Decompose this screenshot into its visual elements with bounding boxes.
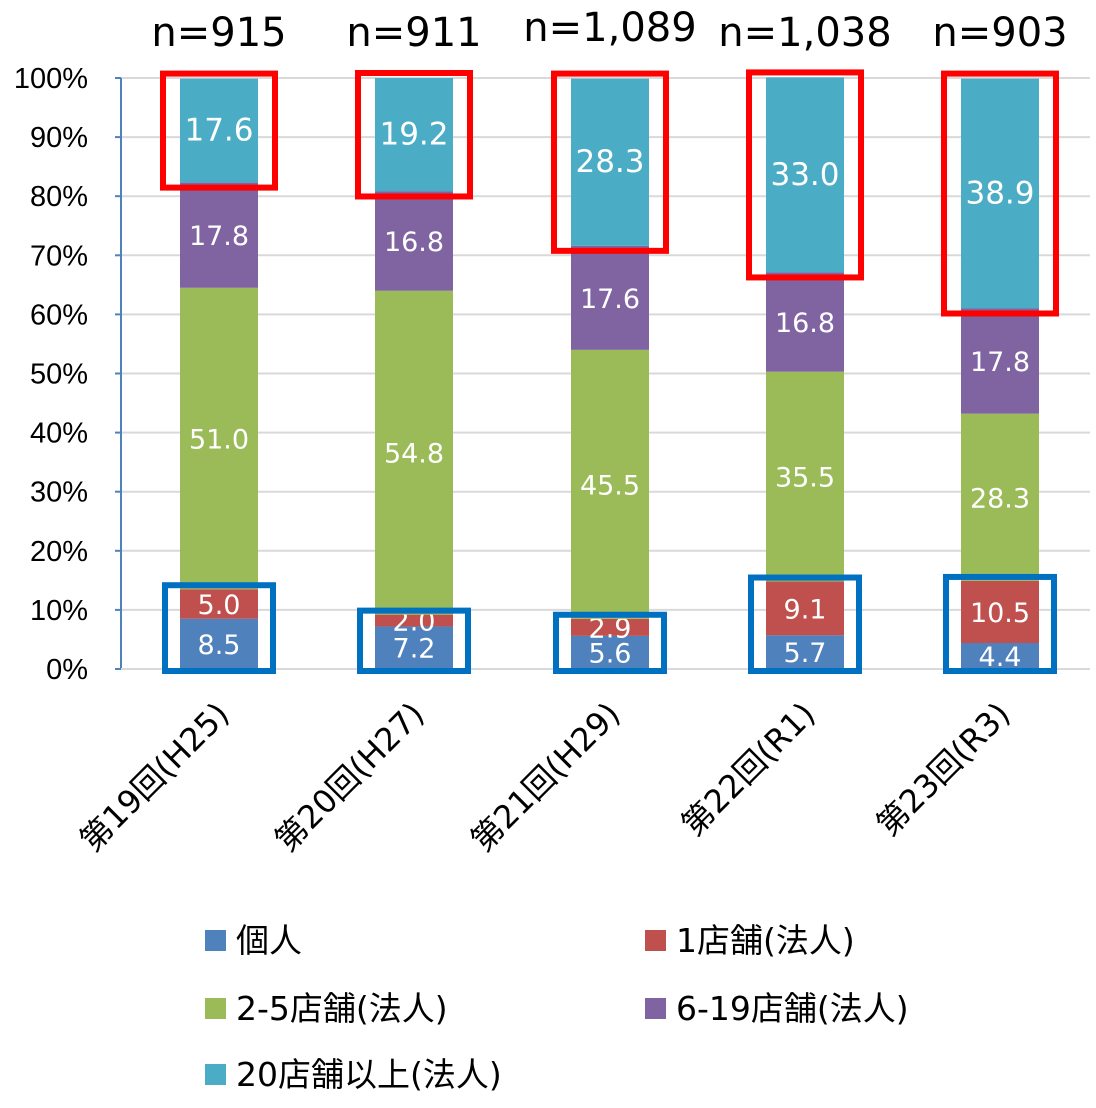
- sample-size-label: n=915: [151, 10, 286, 56]
- legend-swatch: [645, 930, 666, 951]
- data-label: 5.7: [784, 638, 827, 669]
- data-label: 17.8: [189, 221, 249, 252]
- bar-segment: [375, 290, 453, 615]
- legend-swatch: [205, 1064, 226, 1085]
- bar-segment: [180, 589, 258, 619]
- bar-segment: [375, 78, 453, 192]
- bar-segment: [766, 581, 844, 636]
- x-axis-tick-labels: 第19回(H25) 第20回(H27) 第21回(H29) 第22回(R1) 第23回(…: [72, 695, 1017, 859]
- highlight-box-top: [355, 70, 473, 200]
- data-label: 17.6: [184, 113, 253, 149]
- y-tick-label: 90%: [30, 122, 88, 154]
- sample-size-label: n=1,038: [718, 10, 891, 56]
- data-label: 51.0: [189, 425, 249, 456]
- sample-size-labels: n=915 n=911 n=1,089 n=1,038 n=903: [151, 5, 1067, 56]
- highlight-box-top: [941, 70, 1059, 317]
- bar-segment: [961, 413, 1039, 581]
- bar-segment: [375, 191, 453, 291]
- highlight-box-bottom: [553, 611, 667, 675]
- highlight-box-bottom: [357, 607, 471, 674]
- data-label: 5.0: [198, 590, 241, 621]
- legend-swatch: [205, 930, 226, 951]
- y-tick-label: 0%: [46, 654, 88, 686]
- y-axis: 0% 10% 20% 30% 40% 50% 60% 70% 80% 90% 100%: [14, 63, 1090, 686]
- data-label: 19.2: [379, 117, 448, 153]
- bar-segment: [571, 245, 649, 350]
- highlight-box-top: [160, 70, 278, 191]
- data-label: 5.6: [589, 638, 632, 669]
- bar-segment: [961, 308, 1039, 414]
- x-tick-label: 第20回(H27): [267, 695, 431, 859]
- data-label: 9.1: [784, 594, 827, 625]
- sample-size-label: n=903: [932, 10, 1067, 56]
- y-tick-label: 60%: [30, 299, 88, 331]
- bar-segment: [571, 349, 649, 619]
- bar-segment: [180, 618, 258, 669]
- data-label: 45.5: [580, 470, 640, 501]
- bar-segment: [571, 618, 649, 636]
- highlight-box-bottom: [162, 582, 276, 675]
- data-label: 28.3: [970, 483, 1030, 514]
- sample-size-label: n=911: [346, 10, 481, 56]
- y-tick-label: 100%: [14, 63, 88, 95]
- data-label: 8.5: [198, 630, 241, 661]
- bar-segment: [180, 287, 258, 590]
- x-tick-label: 第22回(R1): [674, 695, 823, 844]
- x-tick-label: 第19回(H25): [72, 695, 236, 859]
- data-label: 16.8: [384, 227, 444, 258]
- legend-label: 20店舗以上(法人): [236, 1055, 502, 1094]
- bars: 8.55.051.017.817.67.22.054.816.819.25.62…: [180, 77, 1039, 673]
- y-tick-label: 70%: [30, 240, 88, 272]
- highlight-boxes: [160, 69, 1059, 675]
- sample-size-label: n=1,089: [523, 5, 696, 51]
- data-label: 7.2: [393, 634, 436, 665]
- y-tick-label: 80%: [30, 181, 88, 213]
- bar-segment: [766, 635, 844, 669]
- legend-label: 1店舗(法人): [676, 921, 855, 960]
- data-label: 33.0: [770, 157, 839, 193]
- legend-label: 2-5店舗(法人): [236, 989, 448, 1028]
- x-tick-label: 第21回(H29): [463, 695, 627, 859]
- bar-segment: [766, 371, 844, 582]
- y-tick-label: 10%: [30, 595, 88, 627]
- highlight-box-bottom: [943, 573, 1057, 674]
- bar-segment: [571, 78, 649, 246]
- bar-segment: [180, 78, 258, 183]
- highlight-box-bottom: [748, 574, 862, 674]
- legend-swatch: [205, 998, 226, 1019]
- data-label: 17.6: [580, 284, 640, 315]
- y-tick-label: 30%: [30, 477, 88, 509]
- y-tick-label: 20%: [30, 536, 88, 568]
- legend-swatch: [645, 998, 666, 1019]
- bar-segment: [766, 77, 844, 273]
- highlight-box-top: [551, 70, 669, 254]
- y-tick-label: 40%: [30, 418, 88, 450]
- bar-segment: [180, 182, 258, 288]
- data-label: 35.5: [775, 463, 835, 494]
- data-label: 54.8: [384, 439, 444, 470]
- legend: 個人 1店舗(法人) 2-5店舗(法人) 6-19店舗(法人) 20店舗以上(法人): [205, 921, 909, 1094]
- bar-segment: [961, 642, 1039, 669]
- bar-segment: [961, 580, 1039, 643]
- x-tick-label: 第23回(R3): [869, 695, 1018, 844]
- bar-segment: [961, 78, 1039, 309]
- legend-label: 6-19店舗(法人): [676, 989, 909, 1028]
- bar-segment: [571, 635, 649, 669]
- bar-segment: [375, 626, 453, 669]
- data-label: 28.3: [575, 144, 644, 180]
- data-label: 17.8: [970, 347, 1030, 378]
- highlight-box-top: [746, 69, 864, 281]
- data-label: 38.9: [965, 176, 1034, 212]
- legend-label: 個人: [236, 921, 302, 960]
- data-label: 16.8: [775, 308, 835, 339]
- y-tick-label: 50%: [30, 359, 88, 391]
- bar-segment: [375, 614, 453, 627]
- data-label: 10.5: [970, 598, 1030, 629]
- data-label: 4.4: [979, 642, 1022, 673]
- bar-segment: [766, 272, 844, 372]
